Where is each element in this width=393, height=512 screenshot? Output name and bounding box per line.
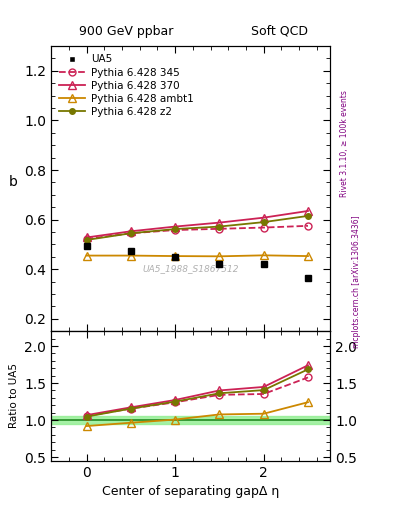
Y-axis label: b: b (9, 175, 18, 188)
Text: mcplots.cern.ch [arXiv:1306.3436]: mcplots.cern.ch [arXiv:1306.3436] (352, 215, 361, 348)
Bar (51, 416, 330, 424)
X-axis label: Center of separating gapΔ η: Center of separating gapΔ η (102, 485, 279, 498)
Legend: UA5, Pythia 6.428 345, Pythia 6.428 370, Pythia 6.428 ambt1, Pythia 6.428 z2: UA5, Pythia 6.428 345, Pythia 6.428 370,… (56, 51, 196, 120)
Text: Rivet 3.1.10, ≥ 100k events: Rivet 3.1.10, ≥ 100k events (340, 90, 349, 197)
Text: 900 GeV ppbar: 900 GeV ppbar (79, 25, 174, 37)
Text: Soft QCD: Soft QCD (252, 25, 309, 37)
Text: UA5_1988_S1867512: UA5_1988_S1867512 (142, 264, 239, 273)
Y-axis label: Ratio to UA5: Ratio to UA5 (9, 364, 19, 429)
